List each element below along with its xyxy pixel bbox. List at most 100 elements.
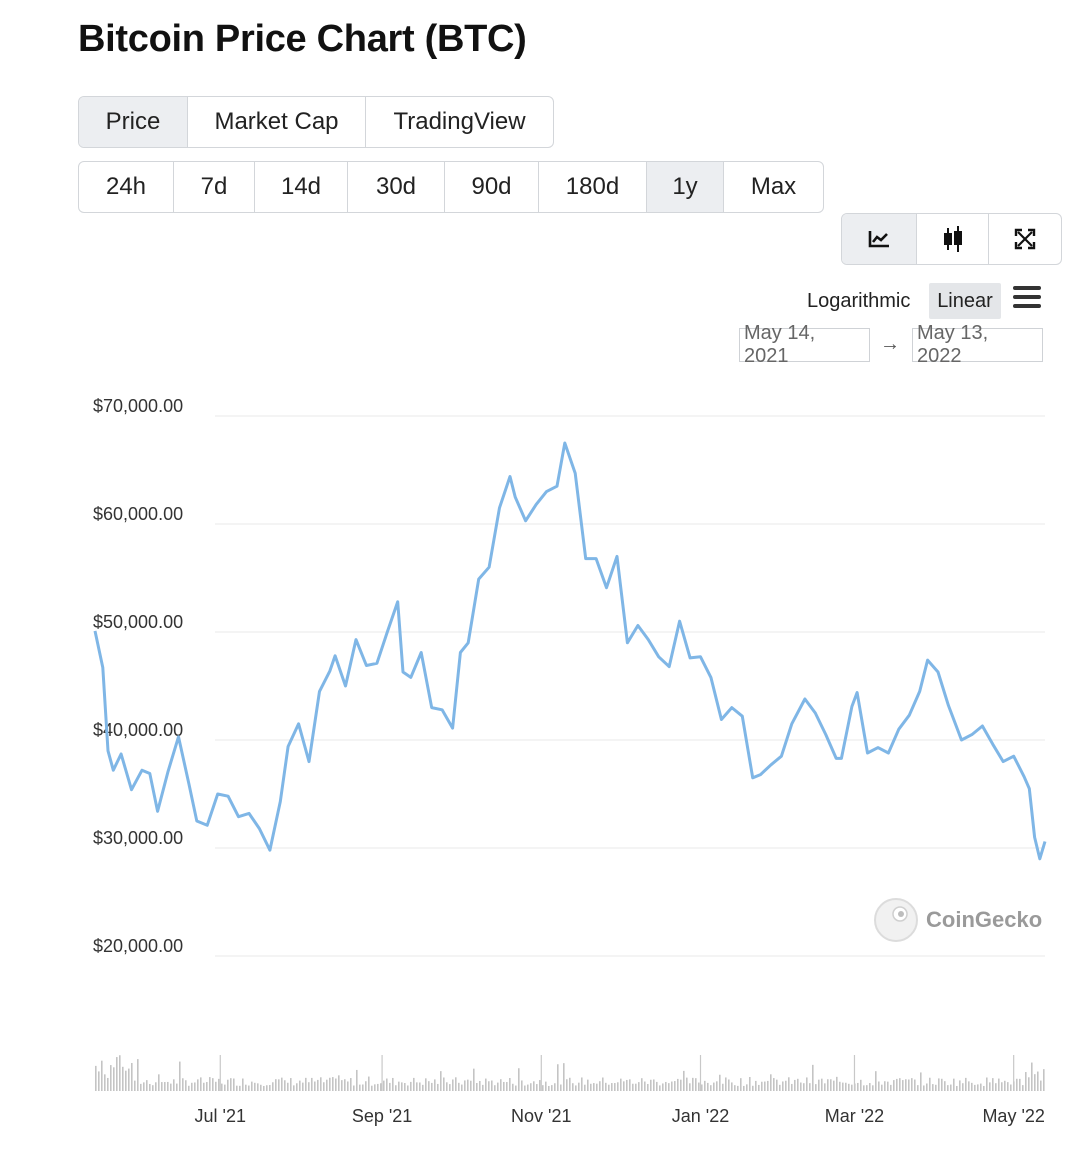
volume-bar — [383, 1080, 385, 1091]
volume-bar — [794, 1079, 796, 1091]
volume-bar — [956, 1085, 958, 1091]
volume-bar — [359, 1084, 361, 1091]
volume-bar — [902, 1080, 904, 1091]
volume-bar — [458, 1082, 460, 1091]
volume-bar — [113, 1067, 115, 1091]
volume-bar — [239, 1085, 241, 1091]
volume-bar — [857, 1082, 859, 1091]
fullscreen-button[interactable] — [989, 214, 1061, 264]
volume-bar — [443, 1077, 445, 1091]
volume-bar — [590, 1083, 592, 1091]
chart-menu-icon[interactable] — [1013, 286, 1041, 312]
range-30d-button[interactable]: 30d — [348, 162, 445, 212]
date-from-input[interactable]: May 14, 2021 — [739, 322, 870, 367]
range-90d-button[interactable]: 90d — [445, 162, 539, 212]
volume-bar — [932, 1084, 934, 1091]
volume-bar — [203, 1082, 205, 1091]
volume-bar — [521, 1080, 523, 1091]
volume-bar — [302, 1082, 304, 1091]
volume-bar — [317, 1079, 319, 1091]
volume-bar — [341, 1080, 343, 1091]
volume-bar — [995, 1083, 997, 1091]
volume-bar — [419, 1082, 421, 1091]
tab-market-cap[interactable]: Market Cap — [188, 97, 366, 147]
volume-bar — [707, 1082, 709, 1091]
volume-bar — [116, 1057, 118, 1091]
volume-bar — [587, 1079, 589, 1091]
volume-bar — [242, 1078, 244, 1091]
volume-bar — [698, 1082, 700, 1091]
volume-bar — [515, 1085, 517, 1091]
volume-bar — [1016, 1078, 1018, 1091]
volume-bar — [623, 1081, 625, 1091]
volume-bar — [1001, 1082, 1003, 1091]
arrow-right-icon: → — [880, 333, 900, 355]
volume-bar — [737, 1085, 739, 1091]
volume-bar — [347, 1081, 349, 1091]
volume-bar — [701, 1084, 703, 1091]
volume-bar — [908, 1079, 910, 1091]
volume-bar — [164, 1082, 166, 1091]
volume-bar — [929, 1077, 931, 1091]
volume-bar — [710, 1085, 712, 1091]
range-14d-button[interactable]: 14d — [255, 162, 348, 212]
volume-bar — [911, 1078, 913, 1091]
range-max-button[interactable]: Max — [750, 173, 797, 200]
range-1y-button[interactable]: 1y — [647, 162, 724, 212]
volume-bar — [200, 1077, 202, 1091]
volume-bar — [452, 1079, 454, 1091]
volume-bar — [185, 1080, 187, 1091]
volume-bar — [1037, 1071, 1039, 1091]
volume-bar — [548, 1085, 550, 1091]
volume-bar — [197, 1079, 199, 1091]
volume-bar — [542, 1085, 544, 1091]
volume-bar — [368, 1076, 370, 1091]
volume-bar — [101, 1060, 103, 1091]
volume-bar — [770, 1074, 772, 1091]
volume-bar — [431, 1082, 433, 1091]
volume-bar — [731, 1082, 733, 1091]
volume-bar — [764, 1081, 766, 1091]
volume-bar — [134, 1080, 136, 1091]
range-24h-button[interactable]: 24h — [79, 162, 174, 212]
tab-price[interactable]: Price — [79, 97, 188, 147]
x-tick-label: Mar '22 — [825, 1106, 884, 1126]
volume-bar — [461, 1084, 463, 1091]
volume-bar — [824, 1083, 826, 1091]
volume-bar — [689, 1083, 691, 1091]
volume-bar — [743, 1085, 745, 1091]
volume-bar — [545, 1081, 547, 1091]
volume-bar — [167, 1081, 169, 1091]
volume-bar — [650, 1079, 652, 1091]
volume-bar — [782, 1081, 784, 1091]
volume-bar — [398, 1081, 400, 1091]
volume-bar — [554, 1083, 556, 1091]
volume-bar — [728, 1079, 730, 1091]
volume-bar — [683, 1070, 685, 1091]
volume-bar — [641, 1078, 643, 1091]
volume-bar — [740, 1078, 742, 1091]
volume-bar — [395, 1085, 397, 1091]
volume-bar — [656, 1081, 658, 1091]
volume-bar — [719, 1074, 721, 1091]
logarithmic-scale-button[interactable]: Logarithmic — [807, 289, 911, 312]
range-180d-button[interactable]: 180d — [539, 162, 647, 212]
volume-bar — [1031, 1062, 1033, 1091]
volume-bar — [863, 1085, 865, 1091]
tab-tradingview[interactable]: TradingView — [393, 108, 526, 135]
candlestick-button[interactable] — [917, 214, 989, 264]
volume-bar — [980, 1083, 982, 1091]
volume-bar — [581, 1077, 583, 1091]
volume-bar — [218, 1078, 220, 1091]
volume-bar — [599, 1081, 601, 1091]
volume-bar — [407, 1085, 409, 1091]
linear-scale-button[interactable]: Linear — [929, 283, 1001, 319]
volume-bar — [752, 1085, 754, 1091]
range-7d-button[interactable]: 7d — [174, 162, 255, 212]
y-tick-label: $30,000.00 — [93, 828, 183, 848]
line-chart-button[interactable] — [842, 214, 917, 264]
date-to-input[interactable]: May 13, 2022 — [912, 322, 1043, 367]
volume-bar — [695, 1078, 697, 1091]
volume-bar — [512, 1083, 514, 1091]
volume-bar — [593, 1083, 595, 1091]
